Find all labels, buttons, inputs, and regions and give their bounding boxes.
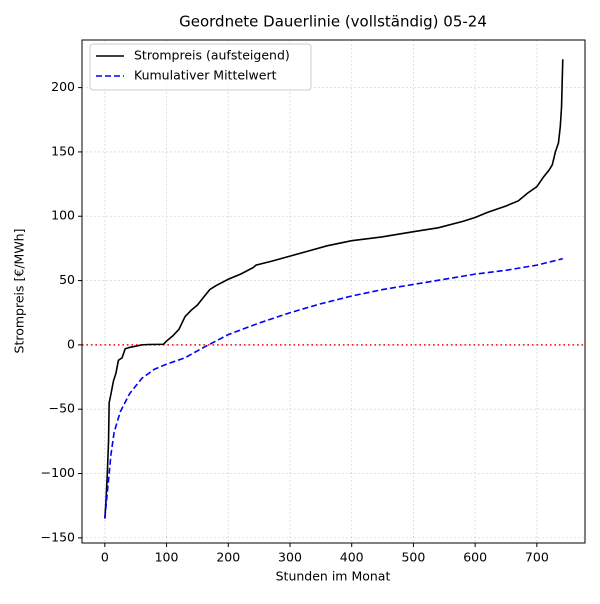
legend-label: Kumulativer Mittelwert bbox=[134, 68, 277, 83]
x-tick-label: 400 bbox=[340, 550, 364, 565]
x-tick-label: 700 bbox=[525, 550, 549, 565]
legend-box bbox=[89, 43, 312, 91]
y-axis-label: Strompreis [€/MWh] bbox=[12, 229, 27, 354]
line-series bbox=[104, 257, 563, 519]
x-tick-label: 300 bbox=[278, 550, 302, 565]
y-tick-label: −150 bbox=[41, 529, 75, 544]
x-tick-label: 100 bbox=[155, 550, 179, 565]
x-tick-label: 600 bbox=[463, 550, 487, 565]
x-tick-label: 200 bbox=[216, 550, 240, 565]
line-series bbox=[104, 59, 564, 519]
y-tick-label: 50 bbox=[59, 272, 75, 287]
legend-label: Strompreis (aufsteigend) bbox=[134, 48, 290, 63]
y-tick-label: 150 bbox=[51, 143, 75, 158]
plot-frame bbox=[81, 39, 586, 544]
y-tick-label: 200 bbox=[51, 79, 75, 94]
x-axis-label: Stunden im Monat bbox=[276, 569, 391, 584]
x-tick-label: 0 bbox=[101, 550, 109, 565]
y-tick-label: −100 bbox=[41, 465, 75, 480]
y-tick-label: −50 bbox=[49, 401, 75, 416]
x-tick-label: 500 bbox=[401, 550, 425, 565]
y-tick-label: 100 bbox=[51, 208, 75, 223]
y-tick-label: 0 bbox=[67, 336, 75, 351]
chart-title: Geordnete Dauerlinie (vollständig) 05-24 bbox=[179, 13, 487, 31]
